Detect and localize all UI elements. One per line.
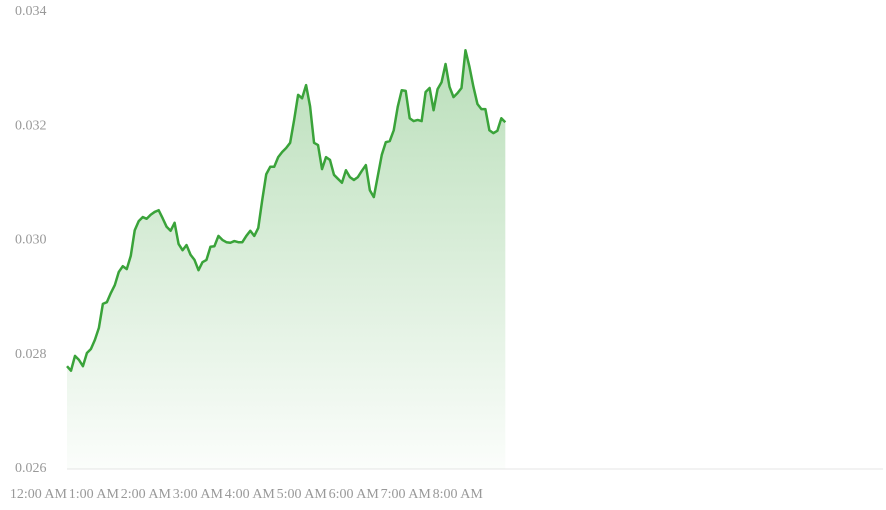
x-tick-label: 3:00 AM [173,487,224,502]
price-line [66,49,507,372]
x-tick-label: 2:00 AM [121,487,172,502]
x-tick-label: 8:00 AM [433,487,484,502]
x-tick-label: 7:00 AM [381,487,432,502]
y-tick-label: 0.028 [15,347,47,362]
area-fill [67,50,506,470]
x-tick-label: 12:00 AM [10,487,68,502]
y-tick-label: 0.030 [15,233,47,248]
y-tick-label: 0.026 [15,461,47,476]
x-tick-label: 4:00 AM [225,487,276,502]
x-tick-label: 5:00 AM [277,487,328,502]
x-tick-label: 6:00 AM [329,487,380,502]
x-tick-label: 1:00 AM [69,487,120,502]
y-tick-label: 0.032 [15,118,47,133]
y-tick-label: 0.034 [15,4,47,19]
